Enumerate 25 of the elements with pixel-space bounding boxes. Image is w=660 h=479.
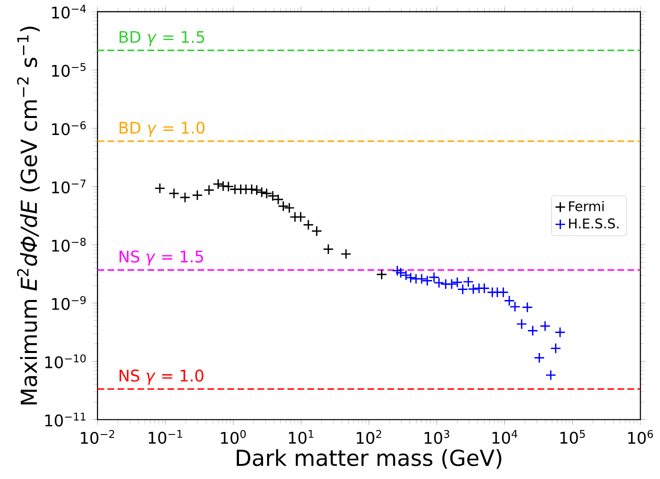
x-tick-label: 10$^{2}$: [356, 430, 382, 444]
annotation: NS γ = 1.0: [120, 370, 204, 385]
y-tick-label: 10$^{−11}$: [45, 412, 86, 427]
y-tick-label: 10$^{−10}$: [45, 354, 86, 368]
y-tick-label: 10$^{−8}$: [52, 238, 86, 252]
annotation: BD γ = 1.5: [120, 31, 204, 46]
y-tick-label: 10$^{−4}$: [52, 4, 86, 19]
text: Maximum E$^{2}$dΦ/dE (GeV cm$^{−2}$ s$^{−1}$): [17, 26, 40, 404]
legend-label: H.E.S.S.: [569, 218, 618, 229]
legend-label: Fermi: [569, 200, 604, 212]
y-tick-label: 10$^{−9}$: [52, 296, 86, 310]
x-tick-label: 10$^{−2}$: [80, 430, 114, 444]
y-tick-label: 10$^{−5}$: [52, 63, 86, 77]
x-tick-label: 10$^{6}$: [628, 430, 653, 444]
x-tick-label: 10$^{4}$: [492, 430, 518, 444]
x-axis-title: Dark matter mass (GeV): [236, 449, 502, 469]
annotation: NS γ = 1.5: [120, 250, 204, 266]
x-tick-label: 10$^{3}$: [424, 430, 450, 444]
annotation: BD γ = 1.0: [120, 122, 205, 137]
x-tick-label: 10$^{0}$: [221, 430, 246, 444]
y-tick-label: 10$^{−6}$: [52, 121, 86, 136]
x-tick-label: 10$^{1}$: [288, 430, 314, 444]
y-tick-label: 10$^{−7}$: [52, 180, 86, 194]
x-tick-label: 10$^{−1}$: [148, 430, 182, 444]
x-tick-label: 10$^{5}$: [560, 430, 585, 444]
